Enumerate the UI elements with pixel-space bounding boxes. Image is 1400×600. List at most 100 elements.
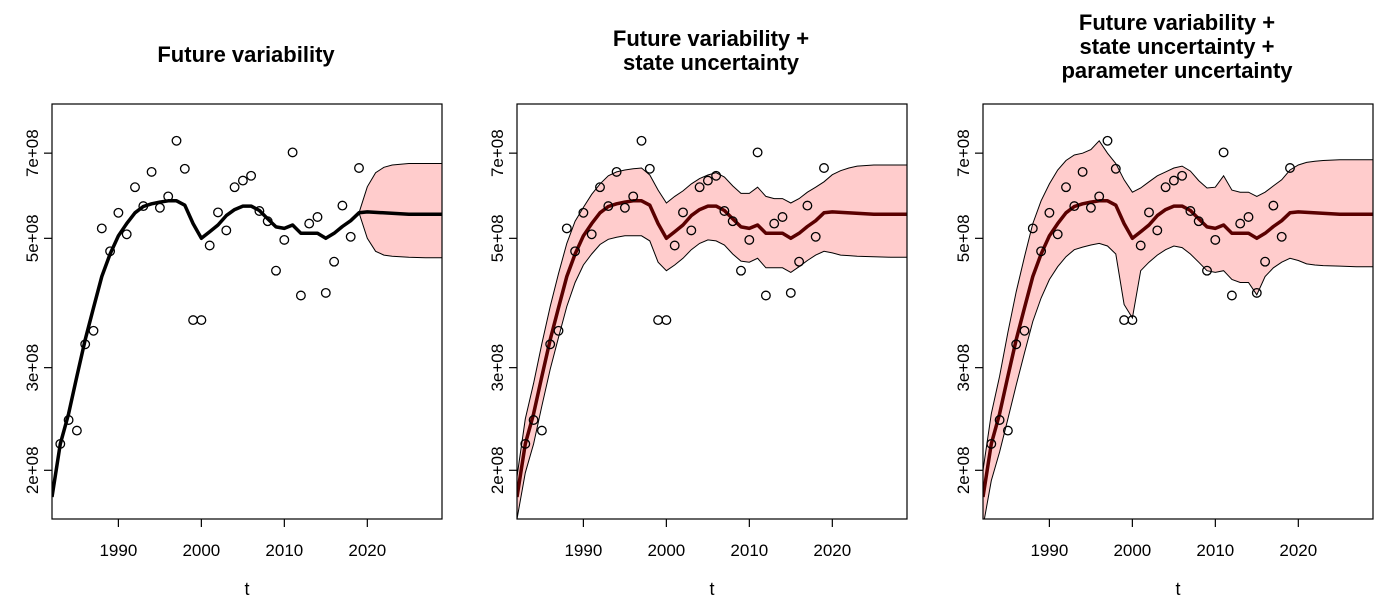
observed-point xyxy=(345,231,356,242)
y-tick-label: 7e+08 xyxy=(23,129,42,177)
chart-title-line: Future variability xyxy=(157,42,335,67)
observed-point xyxy=(752,147,763,158)
observed-point xyxy=(986,438,997,449)
observed-point xyxy=(1102,135,1113,146)
x-tick-label: 2000 xyxy=(647,541,685,560)
observed-point xyxy=(619,202,630,213)
observed-point xyxy=(628,191,639,202)
observed-point xyxy=(1036,246,1047,257)
observed-point xyxy=(1019,325,1030,336)
observed-point xyxy=(146,166,157,177)
observed-point xyxy=(595,182,605,193)
observed-point xyxy=(1085,202,1096,213)
observed-point xyxy=(63,415,74,425)
observed-point xyxy=(1168,175,1179,186)
observed-point xyxy=(1152,225,1163,236)
y-tick-label: 7e+08 xyxy=(488,129,507,177)
observed-point xyxy=(105,246,116,257)
x-axis-label: t xyxy=(244,579,249,599)
observed-point xyxy=(1177,170,1188,181)
observed-point xyxy=(204,240,215,251)
plot-area xyxy=(983,135,1373,519)
observed-point xyxy=(1285,163,1295,173)
uncertainty-band xyxy=(983,140,1373,519)
observed-point xyxy=(1077,166,1088,177)
x-tick-label: 2010 xyxy=(265,541,303,560)
observed-point xyxy=(1251,287,1262,298)
y-tick-label: 3e+08 xyxy=(954,344,973,392)
observed-point xyxy=(304,218,315,229)
observed-point xyxy=(1061,182,1071,193)
x-tick-label: 2010 xyxy=(1196,541,1234,560)
x-axis-label: t xyxy=(1175,579,1180,599)
x-tick-label: 1990 xyxy=(99,541,137,560)
x-tick-label: 2000 xyxy=(1113,541,1151,560)
observed-point xyxy=(744,234,755,245)
observed-point xyxy=(1210,234,1221,245)
x-tick-label: 1990 xyxy=(1030,541,1068,560)
observed-point xyxy=(246,170,257,181)
observed-point xyxy=(694,182,705,193)
x-tick-label: 2000 xyxy=(182,541,220,560)
observed-point xyxy=(802,200,813,211)
observed-point xyxy=(711,170,722,181)
chart-title-line: Future variability + xyxy=(1079,10,1275,35)
observed-point xyxy=(603,201,614,212)
observed-point xyxy=(1218,147,1229,158)
observed-point xyxy=(287,147,298,158)
observed-point xyxy=(71,425,82,436)
x-tick-label: 2020 xyxy=(813,541,851,560)
observed-point xyxy=(1202,265,1212,276)
observed-point xyxy=(769,218,780,229)
observed-point xyxy=(80,339,91,350)
x-tick-label: 2010 xyxy=(730,541,768,560)
observed-point xyxy=(1052,229,1063,240)
observed-point xyxy=(702,175,713,186)
observed-point xyxy=(678,207,688,218)
observed-point xyxy=(1243,212,1254,222)
observed-point xyxy=(1144,207,1154,218)
observed-point xyxy=(271,265,281,276)
y-tick-label: 7e+08 xyxy=(954,129,973,177)
observed-point xyxy=(578,207,589,218)
observed-point xyxy=(121,229,132,240)
observed-point xyxy=(536,425,547,436)
plot-frame xyxy=(51,103,443,520)
observed-point xyxy=(337,200,348,211)
observed-point xyxy=(785,287,796,298)
observed-point xyxy=(644,163,655,174)
observed-point xyxy=(354,163,364,173)
median-line xyxy=(52,199,442,498)
chart-title-line: Future variability + xyxy=(613,26,809,51)
y-tick-label: 2e+08 xyxy=(23,446,42,494)
observed-point xyxy=(1110,163,1121,174)
observed-point xyxy=(1235,218,1246,229)
plot-frame xyxy=(516,103,908,520)
observed-point xyxy=(1268,200,1279,211)
observed-point xyxy=(1069,201,1080,212)
observed-point xyxy=(262,216,273,227)
observed-point xyxy=(736,265,746,276)
observed-point xyxy=(295,290,306,301)
observed-point xyxy=(760,290,771,301)
observed-point xyxy=(113,207,124,218)
observed-point xyxy=(669,240,680,251)
observed-point xyxy=(636,135,647,146)
observed-point xyxy=(1276,231,1287,242)
observed-point xyxy=(138,201,149,212)
observed-point xyxy=(1119,315,1130,326)
observed-point xyxy=(727,216,738,227)
observed-point xyxy=(188,315,199,326)
observed-point xyxy=(1027,223,1038,234)
observed-point xyxy=(88,325,99,336)
median-line xyxy=(983,199,1373,498)
observed-point xyxy=(1135,240,1146,251)
observed-point xyxy=(1044,207,1055,218)
chart-title-line: parameter uncertainty xyxy=(1061,58,1293,83)
panel-1: 1990 2000 2010 2020 2e+08 3e+08 5e+08 7e+08 t Fut… xyxy=(23,42,443,599)
plot-area xyxy=(517,135,907,519)
observed-point xyxy=(561,223,572,234)
observed-point xyxy=(528,415,539,425)
observed-point xyxy=(819,163,829,173)
observed-point xyxy=(719,206,730,216)
